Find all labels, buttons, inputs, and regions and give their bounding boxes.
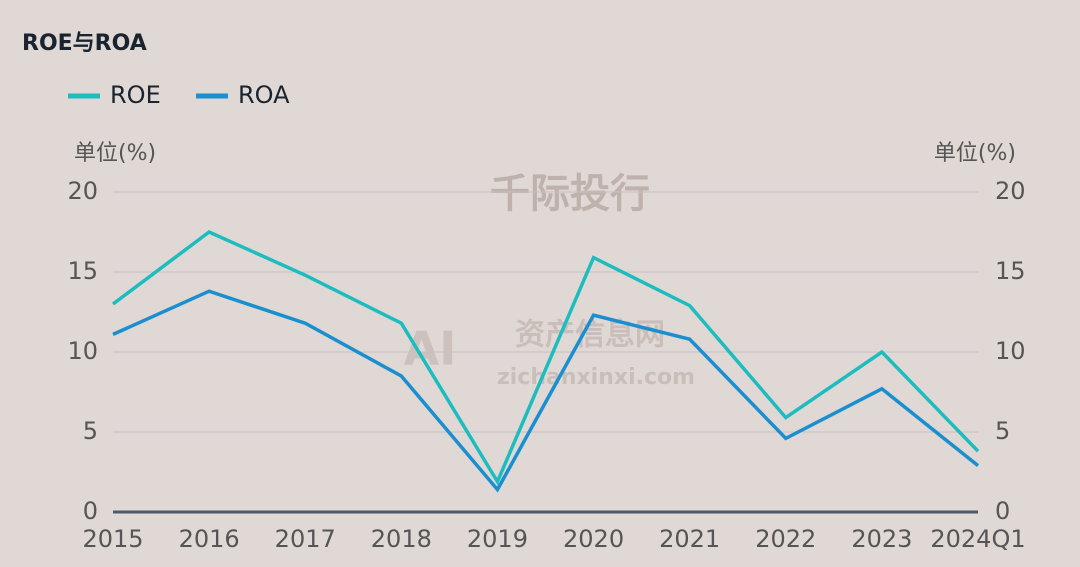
x-tick-label: 2017 — [275, 525, 336, 553]
x-tick-label: 2019 — [467, 525, 528, 553]
x-tick-label: 2021 — [659, 525, 720, 553]
x-tick-label: 2018 — [371, 525, 432, 553]
line-series — [112, 289, 980, 493]
y2-tick-label: 5 — [995, 417, 1010, 445]
y-tick-label: 20 — [67, 177, 98, 205]
y2-tick-label: 10 — [995, 337, 1026, 365]
x-tick-label: 2024Q1 — [930, 525, 1025, 553]
y-axis-label: 单位(%) — [74, 141, 156, 166]
y-tick-label: 5 — [83, 417, 98, 445]
y2-tick-label: 15 — [995, 257, 1026, 285]
y2-axis-label: 单位(%) — [934, 141, 1016, 166]
x-tick-label: 2022 — [755, 525, 816, 553]
legend-label: ROE — [110, 81, 161, 109]
y2-tick-label: 20 — [995, 177, 1026, 205]
y2-tick-label: 0 — [995, 497, 1010, 525]
y-tick-label: 10 — [67, 337, 98, 365]
x-tick-label: 2016 — [179, 525, 240, 553]
watermark: AI — [404, 322, 457, 376]
legend-label: ROA — [238, 81, 290, 109]
x-tick-label: 2023 — [851, 525, 912, 553]
x-tick-label: 2020 — [563, 525, 624, 553]
watermark: 千际投行 — [490, 171, 650, 217]
chart-title: ROE与ROA — [22, 31, 147, 56]
x-tick-label: 2015 — [82, 525, 143, 553]
y-tick-label: 15 — [67, 257, 98, 285]
watermark: zichanxinxi.com — [497, 365, 695, 390]
y-tick-label: 0 — [83, 497, 98, 525]
line-series — [111, 229, 980, 486]
